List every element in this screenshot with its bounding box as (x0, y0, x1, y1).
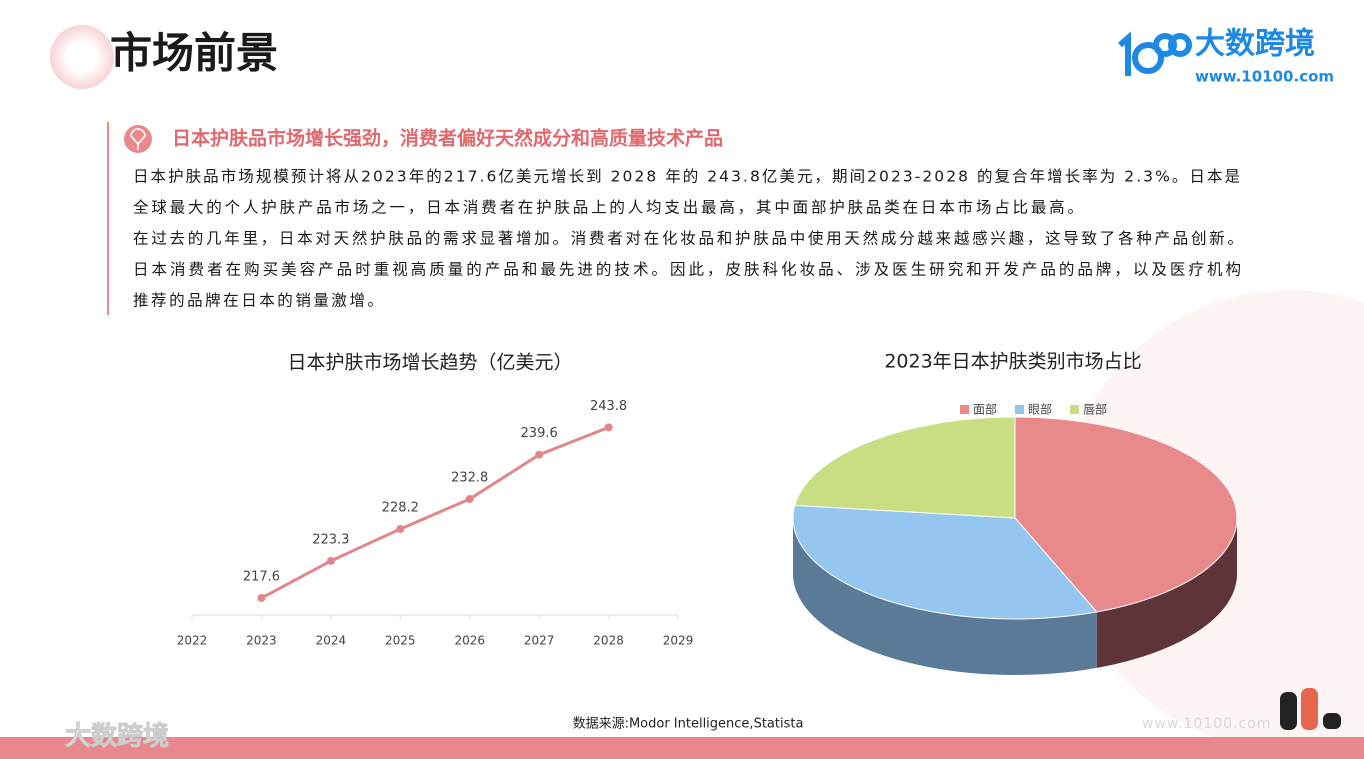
title-decoration (50, 25, 114, 89)
data-label: 232.8 (451, 471, 488, 486)
legend-swatch (1070, 405, 1079, 414)
point (326, 556, 335, 565)
data-label: 228.2 (382, 501, 419, 516)
pie-side (1096, 518, 1237, 668)
point (604, 423, 613, 432)
point (396, 525, 405, 533)
logo-url: www.10100.com (1195, 68, 1334, 86)
body-line: 推荐的品牌在日本的销量激增。 (133, 292, 383, 310)
x-tick-label: 2029 (663, 634, 694, 648)
x-tick-label: 2028 (593, 634, 624, 648)
body-line: 在过去的几年里，日本对天然护肤品的需求显著增加。消费者对在化妆品和护肤品中使用天… (133, 230, 1243, 248)
x-tick-label: 2022 (177, 634, 208, 648)
logo-name: 大数跨境 (1195, 27, 1315, 62)
body-line: 日本消费者在购买美容产品时重视高质量的产品和最先进的技术。因此，皮肤科化妆品、涉… (133, 261, 1241, 279)
legend-swatch (1015, 405, 1024, 414)
footer-band (0, 737, 1364, 759)
data-label: 243.8 (590, 399, 627, 414)
x-tick-label: 2025 (385, 634, 416, 648)
pie-slice (794, 416, 1016, 519)
logo-mark (1118, 31, 1192, 76)
body-line: 全球最大的个人护肤产品市场之一，日本消费者在护肤品上的人均支出最高，其中面部护肤… (133, 199, 1083, 217)
legend-label: 眼部 (1028, 402, 1052, 417)
footer-icons (1280, 688, 1341, 730)
section-icon (124, 125, 152, 153)
source: 数据来源:Modor Intelligence,Statista (573, 717, 804, 732)
data-label: 223.3 (312, 532, 349, 547)
x-tick-label: 2023 (246, 634, 277, 648)
body-line: 日本护肤品市场规模预计将从2023年的217.6亿美元增长到 2028 年的 2… (133, 168, 1240, 186)
legend-swatch (960, 405, 969, 414)
pie-slice (792, 504, 1098, 620)
pie-side (793, 518, 1097, 675)
data-label: 239.6 (521, 426, 558, 441)
footer-url: www.10100.com (1142, 716, 1271, 732)
footer-watermark: 大数跨境 (65, 721, 169, 752)
point (257, 594, 266, 603)
chart-title: 2023年日本护肤类别市场占比 (884, 351, 1141, 373)
pie-slice (1014, 416, 1238, 613)
x-tick-label: 2027 (524, 634, 555, 648)
legend-label: 面部 (973, 402, 997, 417)
data-label: 217.6 (243, 570, 280, 585)
line (260, 425, 610, 600)
legend-label: 唇部 (1083, 402, 1107, 417)
point (465, 495, 474, 504)
x-tick-label: 2026 (454, 634, 485, 648)
page-title: 市场前景 (110, 29, 278, 78)
section-icon-glyph (130, 128, 146, 150)
x-tick-label: 2024 (316, 634, 347, 648)
chart-title: 日本护肤市场增长趋势（亿美元） (287, 352, 572, 374)
point (535, 450, 544, 459)
section-heading: 日本护肤品市场增长强劲，消费者偏好天然成分和高质量技术产品 (172, 127, 723, 150)
